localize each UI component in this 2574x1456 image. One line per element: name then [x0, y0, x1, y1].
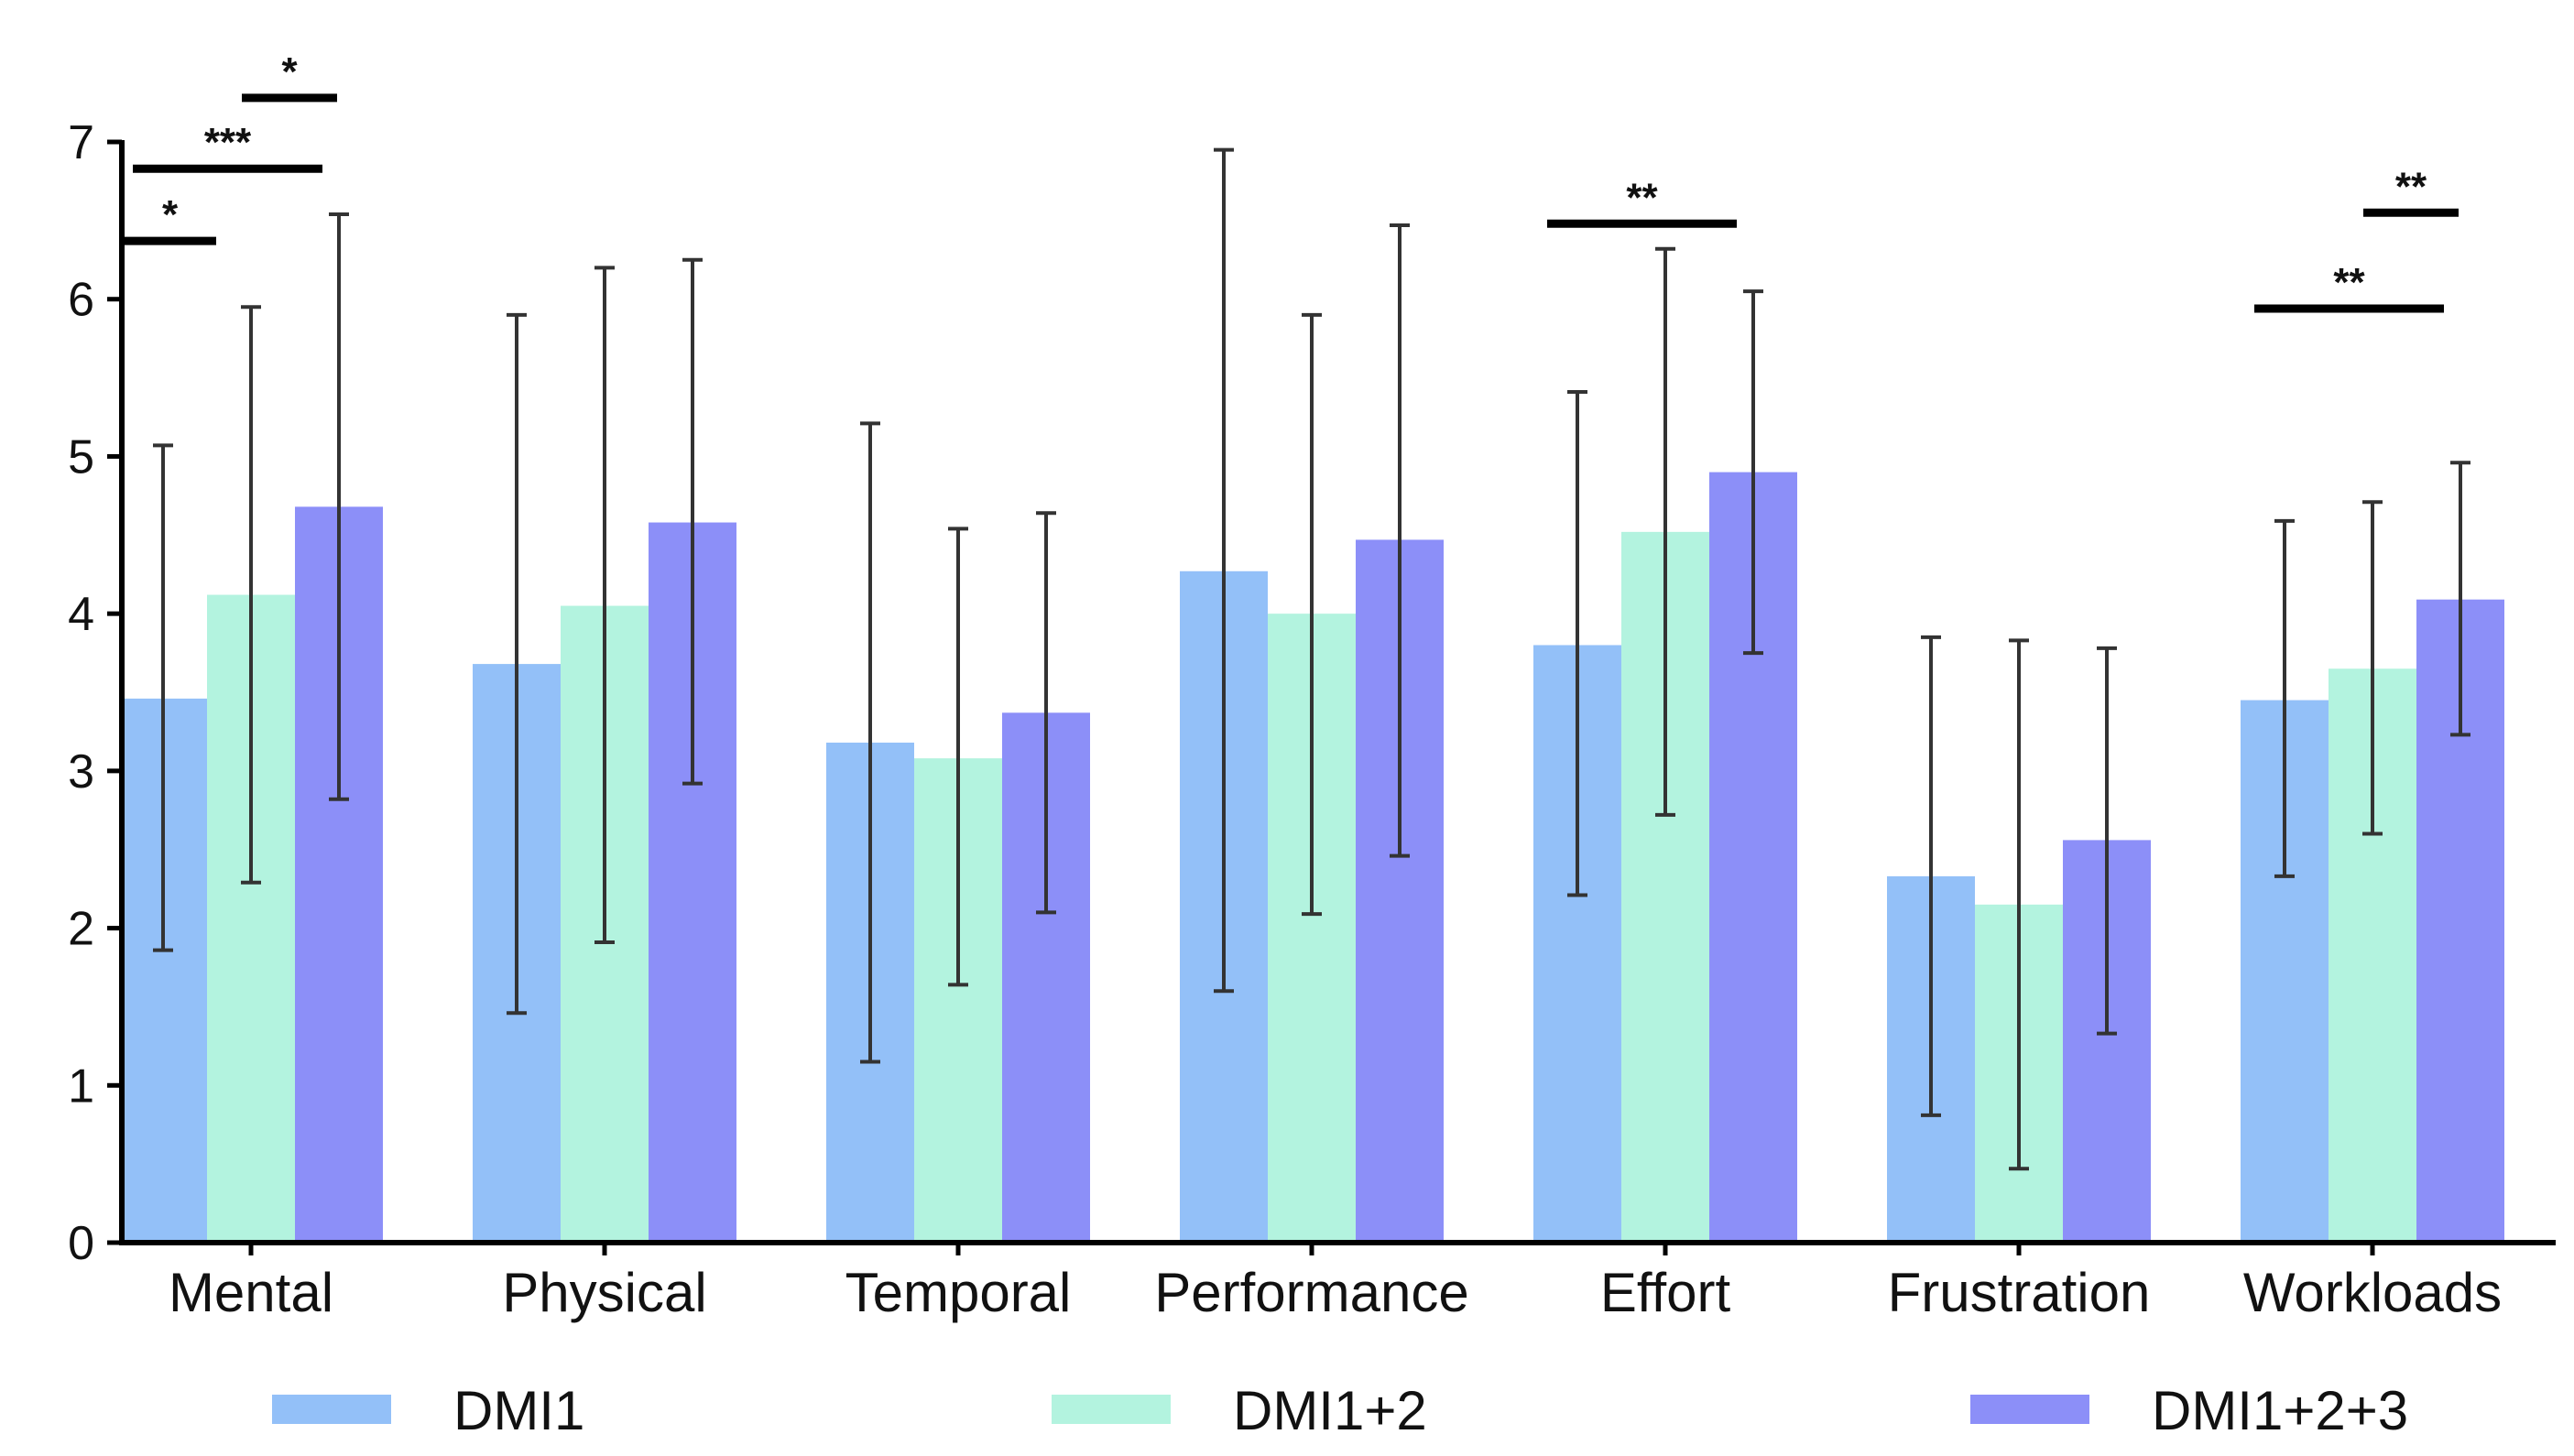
significance-label: *** [204, 120, 252, 165]
axis-lines-group: 0 1 2 3 4 5 6 7 Mental Physical Temporal Performanc… [68, 116, 2556, 1323]
y-tick-label: 4 [68, 588, 94, 641]
legend-label-2: DMI1+2+3 [2152, 1380, 2408, 1441]
significance-label: * [281, 49, 298, 94]
legend-group: DMI1 DMI1+2 DMI1+2+3 [272, 1380, 2408, 1441]
legend-swatch-0 [272, 1395, 391, 1424]
y-tick-label: 7 [68, 116, 94, 169]
y-tick-label: 3 [68, 745, 94, 799]
y-tick-label: 5 [68, 430, 94, 484]
significance-label: ** [2333, 260, 2365, 305]
legend-label-1: DMI1+2 [1233, 1380, 1427, 1441]
error-bars-group [153, 147, 2470, 1171]
significance-label: ** [1626, 175, 1658, 220]
y-tick-label: 1 [68, 1059, 94, 1113]
significance-label: * [162, 192, 179, 237]
y-tick-label: 6 [68, 274, 94, 327]
x-tick-label-performance: Performance [1154, 1262, 1468, 1323]
significance-group: *********** [124, 49, 2459, 313]
x-tick-label-temporal: Temporal [845, 1262, 1072, 1323]
x-tick-label-effort: Effort [1600, 1262, 1731, 1323]
legend-swatch-1 [1052, 1395, 1171, 1424]
legend-label-0: DMI1 [453, 1380, 584, 1441]
legend-swatch-2 [1970, 1395, 2089, 1424]
y-tick-label: 0 [68, 1217, 94, 1270]
bars-group [119, 472, 2504, 1243]
y-tick-label: 2 [68, 903, 94, 956]
x-tick-label-mental: Mental [169, 1262, 333, 1323]
x-tick-label-frustration: Frustration [1888, 1262, 2151, 1323]
significance-label: ** [2395, 164, 2427, 209]
x-tick-label-physical: Physical [502, 1262, 706, 1323]
x-tick-label-workloads: Workloads [2243, 1262, 2502, 1323]
